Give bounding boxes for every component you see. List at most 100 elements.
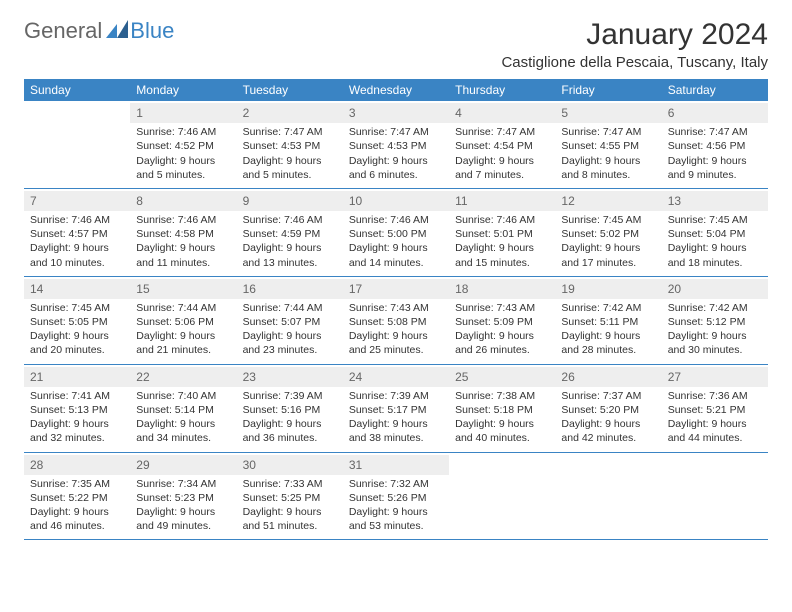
- day-number: 30: [237, 455, 343, 475]
- daylight-line: Daylight: 9 hours and 34 minutes.: [136, 417, 230, 445]
- calendar-day: 12Sunrise: 7:45 AMSunset: 5:02 PMDayligh…: [555, 189, 661, 276]
- calendar-week: 21Sunrise: 7:41 AMSunset: 5:13 PMDayligh…: [24, 365, 768, 453]
- sunset-line: Sunset: 5:00 PM: [349, 227, 443, 241]
- sunset-line: Sunset: 5:23 PM: [136, 491, 230, 505]
- calendar-week: 7Sunrise: 7:46 AMSunset: 4:57 PMDaylight…: [24, 189, 768, 277]
- calendar-day: 26Sunrise: 7:37 AMSunset: 5:20 PMDayligh…: [555, 365, 661, 452]
- calendar-day: 11Sunrise: 7:46 AMSunset: 5:01 PMDayligh…: [449, 189, 555, 276]
- sunrise-line: Sunrise: 7:47 AM: [349, 125, 443, 139]
- sunrise-line: Sunrise: 7:39 AM: [349, 389, 443, 403]
- sunset-line: Sunset: 5:01 PM: [455, 227, 549, 241]
- calendar-day: [24, 101, 130, 188]
- sunrise-line: Sunrise: 7:38 AM: [455, 389, 549, 403]
- daylight-line: Daylight: 9 hours and 53 minutes.: [349, 505, 443, 533]
- day-number: 31: [343, 455, 449, 475]
- sunset-line: Sunset: 5:05 PM: [30, 315, 124, 329]
- day-number: 22: [130, 367, 236, 387]
- logo: General Blue: [24, 18, 174, 44]
- sunset-line: Sunset: 5:25 PM: [243, 491, 337, 505]
- calendar-day: 3Sunrise: 7:47 AMSunset: 4:53 PMDaylight…: [343, 101, 449, 188]
- sunrise-line: Sunrise: 7:32 AM: [349, 477, 443, 491]
- sunset-line: Sunset: 5:13 PM: [30, 403, 124, 417]
- day-number: 11: [449, 191, 555, 211]
- daylight-line: Daylight: 9 hours and 6 minutes.: [349, 154, 443, 182]
- day-number: 1: [130, 103, 236, 123]
- daylight-line: Daylight: 9 hours and 18 minutes.: [668, 241, 762, 269]
- sunrise-line: Sunrise: 7:45 AM: [561, 213, 655, 227]
- sunrise-line: Sunrise: 7:36 AM: [668, 389, 762, 403]
- sunrise-line: Sunrise: 7:39 AM: [243, 389, 337, 403]
- sunrise-line: Sunrise: 7:46 AM: [136, 125, 230, 139]
- calendar-day: 1Sunrise: 7:46 AMSunset: 4:52 PMDaylight…: [130, 101, 236, 188]
- day-number: 15: [130, 279, 236, 299]
- calendar-day: 29Sunrise: 7:34 AMSunset: 5:23 PMDayligh…: [130, 453, 236, 540]
- weekday-header: Wednesday: [343, 79, 449, 101]
- daylight-line: Daylight: 9 hours and 28 minutes.: [561, 329, 655, 357]
- day-number: 25: [449, 367, 555, 387]
- day-number: 27: [662, 367, 768, 387]
- sunrise-line: Sunrise: 7:34 AM: [136, 477, 230, 491]
- daylight-line: Daylight: 9 hours and 15 minutes.: [455, 241, 549, 269]
- calendar-day: 16Sunrise: 7:44 AMSunset: 5:07 PMDayligh…: [237, 277, 343, 364]
- daylight-line: Daylight: 9 hours and 36 minutes.: [243, 417, 337, 445]
- day-number: 23: [237, 367, 343, 387]
- logo-text-blue: Blue: [130, 18, 174, 44]
- sunset-line: Sunset: 5:16 PM: [243, 403, 337, 417]
- day-number: 21: [24, 367, 130, 387]
- sunset-line: Sunset: 5:26 PM: [349, 491, 443, 505]
- daylight-line: Daylight: 9 hours and 40 minutes.: [455, 417, 549, 445]
- day-number: 17: [343, 279, 449, 299]
- calendar-day: 6Sunrise: 7:47 AMSunset: 4:56 PMDaylight…: [662, 101, 768, 188]
- daylight-line: Daylight: 9 hours and 20 minutes.: [30, 329, 124, 357]
- day-number: 18: [449, 279, 555, 299]
- calendar-day: 24Sunrise: 7:39 AMSunset: 5:17 PMDayligh…: [343, 365, 449, 452]
- sunset-line: Sunset: 5:09 PM: [455, 315, 549, 329]
- daylight-line: Daylight: 9 hours and 51 minutes.: [243, 505, 337, 533]
- calendar-day: [555, 453, 661, 540]
- sunset-line: Sunset: 4:58 PM: [136, 227, 230, 241]
- sunrise-line: Sunrise: 7:42 AM: [668, 301, 762, 315]
- sunset-line: Sunset: 5:04 PM: [668, 227, 762, 241]
- sunset-line: Sunset: 5:21 PM: [668, 403, 762, 417]
- calendar-week: 14Sunrise: 7:45 AMSunset: 5:05 PMDayligh…: [24, 277, 768, 365]
- title-block: January 2024 Castiglione della Pescaia, …: [501, 18, 768, 71]
- calendar-day: [449, 453, 555, 540]
- day-number: 29: [130, 455, 236, 475]
- day-number: 24: [343, 367, 449, 387]
- calendar-day: 14Sunrise: 7:45 AMSunset: 5:05 PMDayligh…: [24, 277, 130, 364]
- calendar-day: 27Sunrise: 7:36 AMSunset: 5:21 PMDayligh…: [662, 365, 768, 452]
- sunrise-line: Sunrise: 7:35 AM: [30, 477, 124, 491]
- weekday-header: Sunday: [24, 79, 130, 101]
- sunrise-line: Sunrise: 7:42 AM: [561, 301, 655, 315]
- sunset-line: Sunset: 5:17 PM: [349, 403, 443, 417]
- calendar-day: [662, 453, 768, 540]
- sunrise-line: Sunrise: 7:46 AM: [30, 213, 124, 227]
- calendar-day: 18Sunrise: 7:43 AMSunset: 5:09 PMDayligh…: [449, 277, 555, 364]
- sunrise-line: Sunrise: 7:44 AM: [243, 301, 337, 315]
- sunset-line: Sunset: 5:07 PM: [243, 315, 337, 329]
- calendar-day: 17Sunrise: 7:43 AMSunset: 5:08 PMDayligh…: [343, 277, 449, 364]
- day-number: 14: [24, 279, 130, 299]
- daylight-line: Daylight: 9 hours and 13 minutes.: [243, 241, 337, 269]
- daylight-line: Daylight: 9 hours and 25 minutes.: [349, 329, 443, 357]
- day-number: 26: [555, 367, 661, 387]
- day-number: 6: [662, 103, 768, 123]
- weekday-header: Friday: [555, 79, 661, 101]
- calendar-day: 22Sunrise: 7:40 AMSunset: 5:14 PMDayligh…: [130, 365, 236, 452]
- logo-text-general: General: [24, 18, 102, 44]
- sunrise-line: Sunrise: 7:46 AM: [349, 213, 443, 227]
- day-number: 2: [237, 103, 343, 123]
- day-number: 12: [555, 191, 661, 211]
- calendar-day: 4Sunrise: 7:47 AMSunset: 4:54 PMDaylight…: [449, 101, 555, 188]
- calendar-day: 15Sunrise: 7:44 AMSunset: 5:06 PMDayligh…: [130, 277, 236, 364]
- sunset-line: Sunset: 5:18 PM: [455, 403, 549, 417]
- day-number: 5: [555, 103, 661, 123]
- day-number: 8: [130, 191, 236, 211]
- weekday-header: Saturday: [662, 79, 768, 101]
- daylight-line: Daylight: 9 hours and 32 minutes.: [30, 417, 124, 445]
- sunset-line: Sunset: 5:22 PM: [30, 491, 124, 505]
- calendar-day: 5Sunrise: 7:47 AMSunset: 4:55 PMDaylight…: [555, 101, 661, 188]
- weekday-header: Monday: [130, 79, 236, 101]
- sunrise-line: Sunrise: 7:46 AM: [136, 213, 230, 227]
- sunset-line: Sunset: 5:08 PM: [349, 315, 443, 329]
